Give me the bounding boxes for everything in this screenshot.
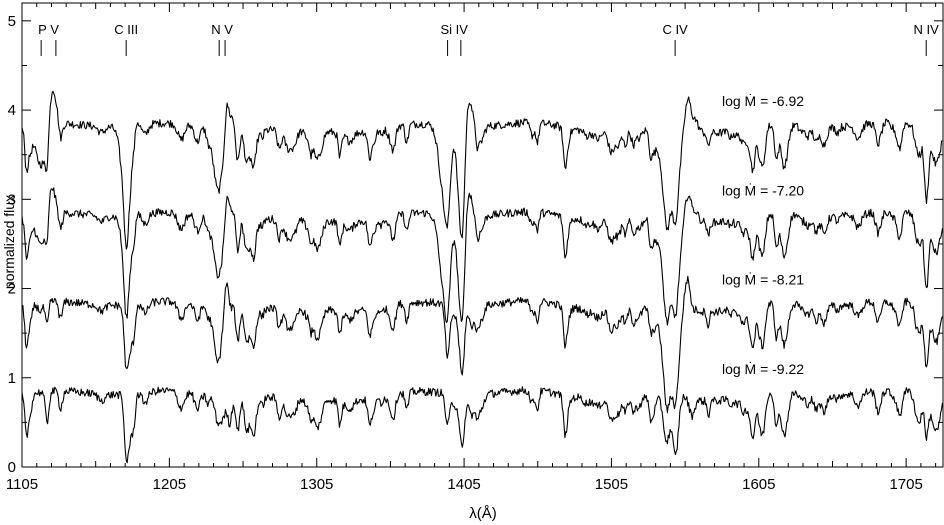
line-marker-label: N IV (914, 22, 940, 37)
y-tick-label: 3 (8, 191, 16, 208)
x-tick-label: 1205 (153, 476, 186, 493)
plot-frame (21, 2, 944, 468)
spectrum-line (21, 275, 943, 414)
spectrum-line (21, 386, 943, 464)
x-tick-label: 1305 (300, 476, 333, 493)
line-marker-label: N V (211, 22, 233, 37)
line-markers: P V C III N V Si IV C IV N IV (38, 22, 939, 56)
series-label: log Ṁ = -7.20 (722, 181, 804, 198)
series-label: log Ṁ = -8.21 (722, 271, 804, 288)
spectrum-line (21, 187, 943, 326)
x-tick-label: 1405 (447, 476, 480, 493)
y-tick-label: 1 (8, 370, 16, 387)
line-marker-label: P V (38, 22, 59, 37)
x-tick-label: 1105 (6, 476, 38, 493)
y-axis-label: normalized flux (1, 195, 17, 289)
y-tick-label: 2 (8, 281, 16, 298)
series-label: log Ṁ = -6.92 (722, 92, 804, 109)
spectrum-line (21, 90, 943, 250)
spectra: log Ṁ = -6.92 log Ṁ = -7.20 log Ṁ = -8.21 l… (21, 90, 943, 464)
plot-border (21, 2, 944, 468)
y-axis: 0 1 2 3 4 5 (8, 13, 943, 476)
line-marker-label: Si IV (440, 22, 468, 37)
x-tick-label: 1505 (595, 476, 628, 493)
x-tick-label: 1705 (889, 476, 922, 493)
line-marker-label: C IV (662, 22, 688, 37)
y-tick-label: 0 (8, 459, 16, 476)
y-tick-label: 5 (8, 13, 16, 30)
y-tick-label: 4 (8, 102, 16, 119)
series-label: log Ṁ = -9.22 (722, 360, 804, 377)
line-marker-label: C III (114, 22, 138, 37)
x-axis-label: λ(Å) (469, 505, 497, 522)
x-axis: 1105 1205 1305 1405 1505 1605 1705 (6, 3, 937, 493)
x-tick-label: 1605 (742, 476, 775, 493)
